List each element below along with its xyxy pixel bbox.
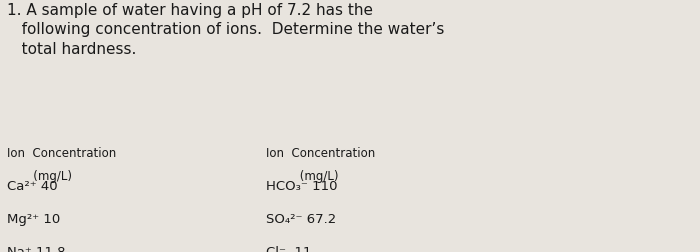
Text: SO₄²⁻ 67.2: SO₄²⁻ 67.2 (266, 213, 336, 226)
Text: Mg²⁺ 10: Mg²⁺ 10 (7, 213, 60, 226)
Text: Ca²⁺ 40: Ca²⁺ 40 (7, 180, 57, 193)
Text: Cl⁻  11: Cl⁻ 11 (266, 246, 312, 252)
Text: Ion  Concentration: Ion Concentration (7, 147, 116, 161)
Text: 1. A sample of water having a pH of 7.2 has the
   following concentration of io: 1. A sample of water having a pH of 7.2 … (7, 3, 444, 57)
Text: HCO₃⁻ 110: HCO₃⁻ 110 (266, 180, 337, 193)
Text: Na⁺ 11.8: Na⁺ 11.8 (7, 246, 66, 252)
Text: (mg/L): (mg/L) (266, 170, 339, 183)
Text: Ion  Concentration: Ion Concentration (266, 147, 375, 161)
Text: (mg/L): (mg/L) (7, 170, 72, 183)
